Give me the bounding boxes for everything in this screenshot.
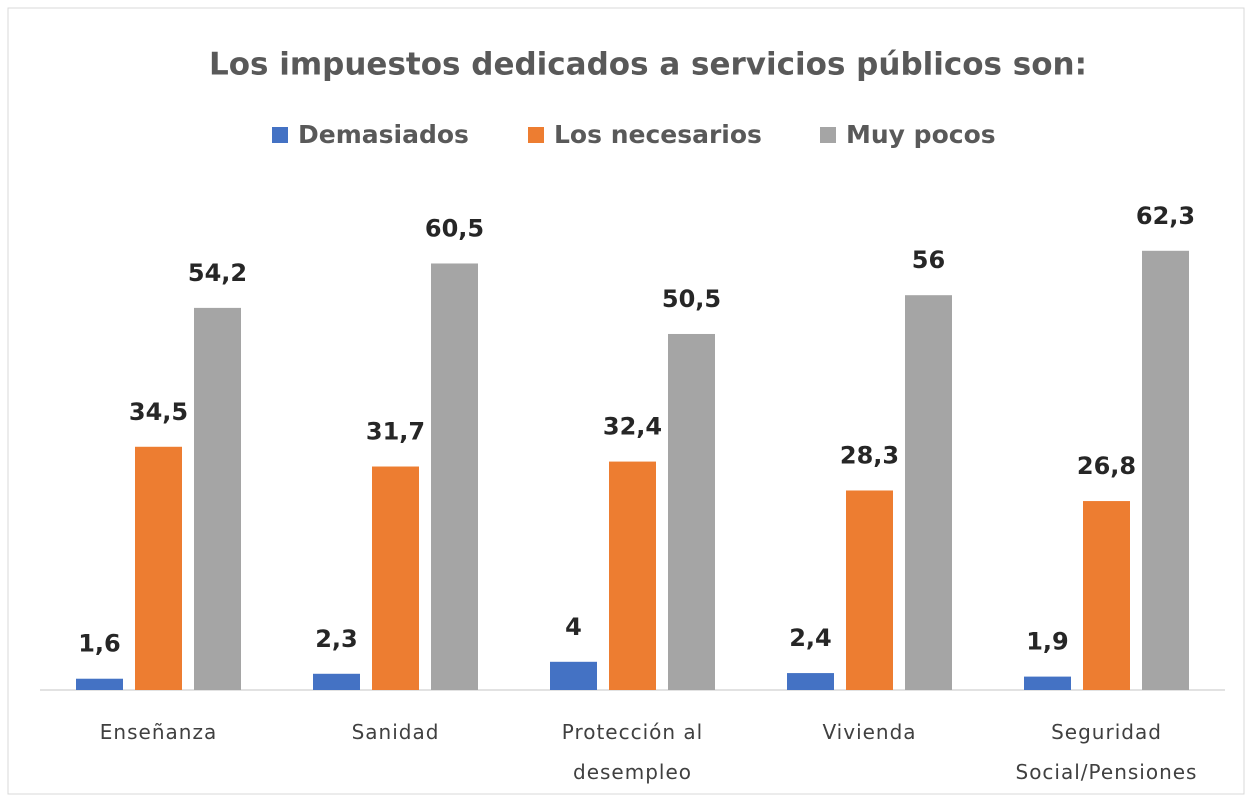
bar (846, 490, 893, 690)
legend-label: Demasiados (298, 120, 469, 149)
data-label: 1,6 (78, 630, 121, 658)
bar (668, 333, 715, 690)
bar (787, 673, 834, 690)
data-label: 1,9 (1026, 628, 1069, 656)
data-label: 50,5 (662, 285, 721, 313)
legend-swatch (820, 127, 836, 143)
data-label: 32,4 (603, 413, 662, 441)
x-tick-label: Protección al desempleo (561, 720, 704, 784)
bar (194, 307, 241, 690)
legend-label: Muy pocos (846, 120, 996, 149)
legend-label: Los necesarios (554, 120, 762, 149)
bar (905, 295, 952, 690)
data-label: 26,8 (1077, 452, 1136, 480)
data-label: 2,3 (315, 625, 358, 653)
bar (313, 673, 360, 690)
bar (135, 446, 182, 690)
x-tick-label: Vivienda (822, 720, 917, 744)
data-label: 34,5 (129, 398, 188, 426)
chart-title: Los impuestos dedicados a servicios públ… (209, 47, 1087, 83)
legend-swatch (272, 127, 288, 143)
bar (1142, 250, 1189, 690)
bar (76, 678, 123, 690)
data-label: 60,5 (425, 214, 484, 242)
data-label: 56 (912, 246, 945, 274)
legend-swatch (528, 127, 544, 143)
data-label: 54,2 (188, 259, 247, 287)
x-tick-label: Seguridad Social/Pensiones (1015, 720, 1198, 784)
x-tick-label: Sanidad (351, 720, 440, 744)
bar (1024, 676, 1071, 690)
bar (372, 466, 419, 690)
data-label: 28,3 (840, 441, 899, 469)
bar (1083, 501, 1130, 690)
data-label: 4 (565, 613, 582, 641)
bar (431, 263, 478, 690)
data-label: 62,3 (1136, 202, 1195, 230)
data-label: 2,4 (789, 624, 832, 652)
x-tick-label: Enseñanza (99, 720, 218, 744)
bar (609, 461, 656, 690)
bar (550, 661, 597, 690)
data-label: 31,7 (366, 418, 425, 446)
